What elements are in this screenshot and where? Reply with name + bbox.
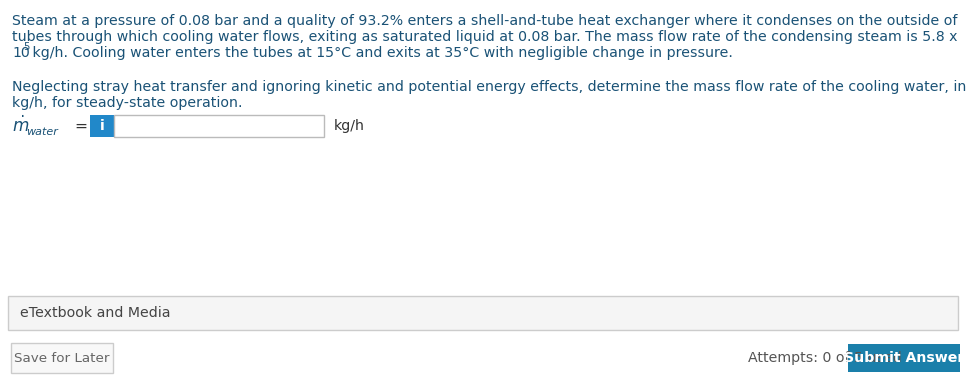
Text: Steam at a pressure of 0.08 bar and a quality of 93.2% enters a shell-and-tube h: Steam at a pressure of 0.08 bar and a qu… <box>12 14 957 28</box>
Text: 5: 5 <box>23 42 29 52</box>
FancyBboxPatch shape <box>90 115 114 137</box>
FancyBboxPatch shape <box>11 343 113 373</box>
Text: Submit Answer: Submit Answer <box>844 351 964 365</box>
FancyBboxPatch shape <box>848 344 960 372</box>
Text: kg/h. Cooling water enters the tubes at 15°C and exits at 35°C with negligible c: kg/h. Cooling water enters the tubes at … <box>28 46 733 60</box>
Text: eTextbook and Media: eTextbook and Media <box>20 306 170 320</box>
Text: water: water <box>26 127 58 137</box>
Text: kg/h: kg/h <box>334 119 365 133</box>
Text: Attempts: 0 of 5 used: Attempts: 0 of 5 used <box>748 351 902 365</box>
Text: Save for Later: Save for Later <box>15 352 109 365</box>
Text: i: i <box>100 119 105 133</box>
Text: Neglecting stray heat transfer and ignoring kinetic and potential energy effects: Neglecting stray heat transfer and ignor… <box>12 80 966 94</box>
Text: $\dot{m}$: $\dot{m}$ <box>12 116 29 136</box>
Text: kg/h, for steady-state operation.: kg/h, for steady-state operation. <box>12 96 243 110</box>
Text: =: = <box>74 118 87 134</box>
Text: 10: 10 <box>12 46 30 60</box>
Text: tubes through which cooling water flows, exiting as saturated liquid at 0.08 bar: tubes through which cooling water flows,… <box>12 30 957 44</box>
FancyBboxPatch shape <box>114 115 324 137</box>
FancyBboxPatch shape <box>8 296 958 330</box>
